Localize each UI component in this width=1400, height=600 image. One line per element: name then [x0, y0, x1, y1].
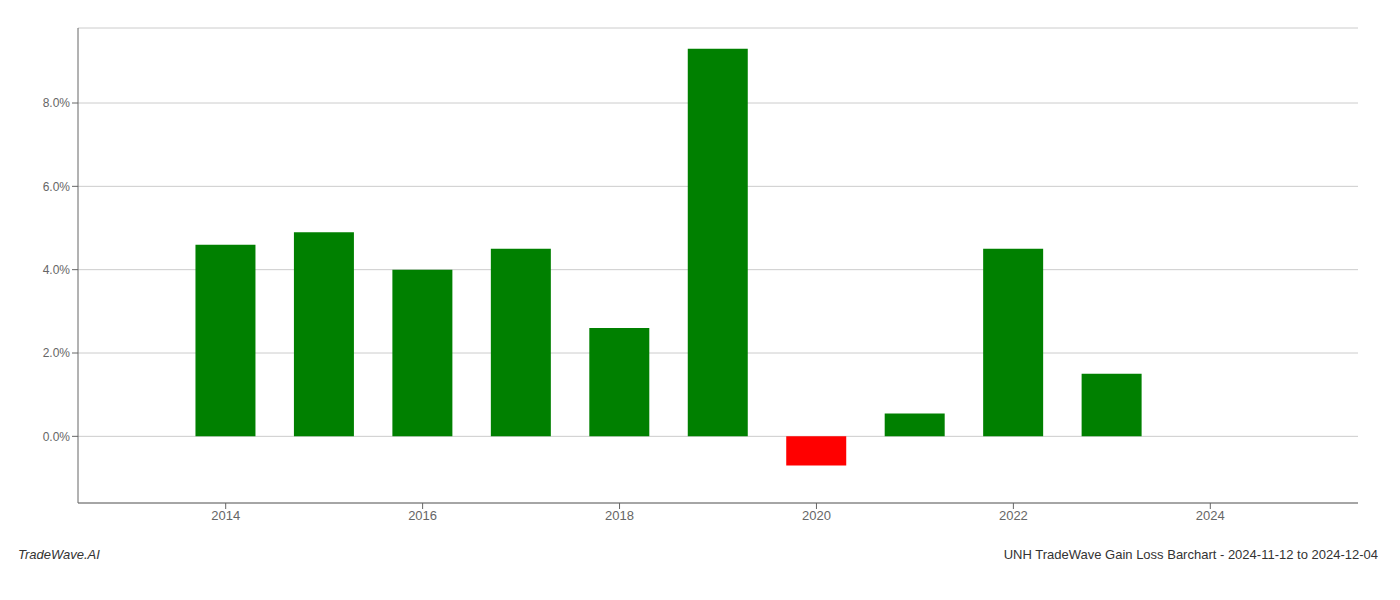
svg-text:4.0%: 4.0% [43, 263, 71, 277]
svg-text:2024: 2024 [1196, 508, 1225, 523]
svg-text:2.0%: 2.0% [43, 346, 71, 360]
svg-text:2014: 2014 [211, 508, 240, 523]
svg-text:8.0%: 8.0% [43, 96, 71, 110]
svg-text:0.0%: 0.0% [43, 430, 71, 444]
html-text:UNH TradeWave Gain Loss Barcha: UNH TradeWave Gain Loss Barchart - 2024-… [1003, 547, 1378, 562]
svg-text:6.0%: 6.0% [43, 180, 71, 194]
svg-text:2022: 2022 [999, 508, 1028, 523]
svg-text:2018: 2018 [605, 508, 634, 523]
svg-text:2016: 2016 [408, 508, 437, 523]
svg-text:2020: 2020 [802, 508, 831, 523]
html-text:TradeWave.AI: TradeWave.AI [18, 547, 100, 562]
